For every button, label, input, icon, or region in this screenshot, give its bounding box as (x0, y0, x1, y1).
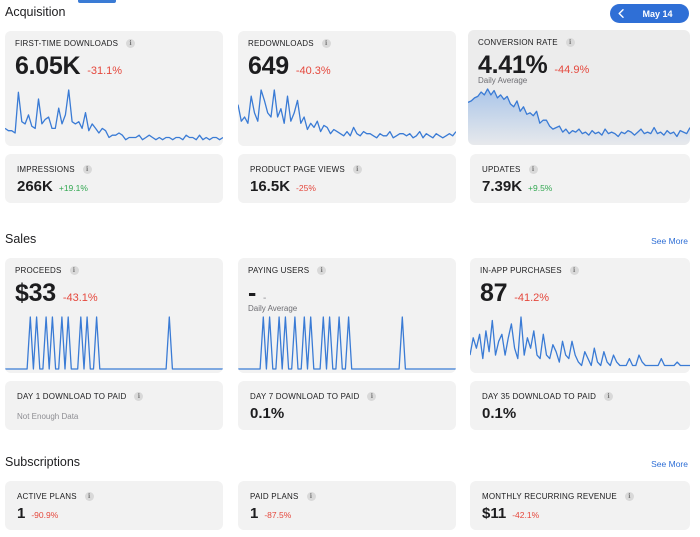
sparkline-line (5, 89, 223, 141)
proceeds-card[interactable]: PROCEEDS i $33 -43.1% (5, 258, 223, 373)
metric-value: 1 (17, 505, 26, 522)
mrr-card[interactable]: MONTHLY RECURRING REVENUE i $11 -42.1% (470, 481, 690, 530)
info-icon[interactable]: i (82, 165, 92, 174)
day35-download-to-paid-card[interactable]: DAY 35 DOWNLOAD TO PAID i 0.1% (470, 381, 690, 430)
sparkline-line (238, 89, 456, 139)
impressions-card[interactable]: IMPRESSIONS i 266K +19.1% (5, 154, 223, 203)
card-label: MONTHLY RECURRING REVENUE (482, 492, 617, 501)
card-label: UPDATES (482, 165, 521, 174)
metric-delta: - (263, 293, 267, 304)
section-title-sales: Sales (5, 232, 37, 246)
metric-value: 16.5K (250, 178, 291, 195)
in-app-purchases-sparkline (470, 316, 690, 367)
conversion-rate-card[interactable]: CONVERSION RATE i 4.41% -44.9% Daily Avera… (468, 30, 690, 145)
card-label: FIRST-TIME DOWNLOADS (15, 39, 119, 48)
paying-users-sparkline (238, 316, 456, 370)
card-label: DAY 7 DOWNLOAD TO PAID (250, 392, 360, 401)
conversion-rate-sparkline (468, 88, 690, 145)
info-icon[interactable]: i (69, 266, 79, 275)
info-icon[interactable]: i (352, 165, 362, 174)
info-icon[interactable]: i (624, 492, 634, 501)
info-icon[interactable]: i (84, 492, 94, 501)
card-label: CONVERSION RATE (478, 38, 558, 47)
metric-value: 6.05K (15, 52, 81, 80)
sales-see-more-link[interactable]: See More (651, 236, 688, 246)
metric-value: 4.41% (478, 51, 548, 79)
chevron-left-icon[interactable] (610, 9, 632, 18)
card-label: ACTIVE PLANS (17, 492, 77, 501)
first-time-downloads-sparkline (5, 89, 223, 141)
metric-delta: -43.1% (62, 292, 98, 304)
product-page-views-card[interactable]: PRODUCT PAGE VIEWS i 16.5K -25% (238, 154, 456, 203)
sparkline-area (468, 89, 690, 145)
sparkline-line (5, 316, 223, 370)
card-label: DAY 1 DOWNLOAD TO PAID (17, 392, 127, 401)
card-label: IMPRESSIONS (17, 165, 75, 174)
metric-delta: -44.9% (554, 64, 590, 76)
date-label: May 14 (642, 8, 673, 19)
info-icon[interactable]: i (604, 392, 614, 401)
card-label: REDOWNLOADS (248, 39, 314, 48)
info-icon[interactable]: i (569, 266, 579, 275)
redownloads-sparkline (238, 89, 456, 139)
info-icon[interactable]: i (317, 266, 327, 275)
updates-card[interactable]: UPDATES i 7.39K +9.5% (470, 154, 690, 203)
metric-value: 1 (250, 505, 259, 522)
first-time-downloads-card[interactable]: FIRST-TIME DOWNLOADS i 6.05K -31.1% (5, 31, 223, 146)
card-label: DAY 35 DOWNLOAD TO PAID (482, 392, 597, 401)
day7-download-to-paid-card[interactable]: DAY 7 DOWNLOAD TO PAID i 0.1% (238, 381, 456, 430)
proceeds-sparkline (5, 316, 223, 370)
metric-value: $11 (482, 505, 507, 522)
metric-value: $33 (15, 279, 56, 307)
active-plans-card[interactable]: ACTIVE PLANS i 1 -90.9% (5, 481, 223, 530)
metric-value: 649 (248, 52, 289, 80)
info-icon[interactable]: i (134, 392, 144, 401)
sparkline-line (468, 88, 690, 138)
in-app-purchases-card[interactable]: IN-APP PURCHASES i 87 -41.2% (470, 258, 690, 373)
sparkline-line (470, 316, 690, 367)
card-label: PAID PLANS (250, 492, 299, 501)
metric-delta: -40.3% (295, 65, 331, 77)
info-icon[interactable]: i (565, 38, 575, 47)
metric-value: 0.1% (250, 405, 285, 422)
metric-value: 266K (17, 178, 53, 195)
redownloads-card[interactable]: REDOWNLOADS i 649 -40.3% (238, 31, 456, 146)
card-label: IN-APP PURCHASES (480, 266, 562, 275)
metric-delta: +9.5% (528, 183, 553, 193)
info-icon[interactable]: i (528, 165, 538, 174)
date-picker[interactable]: May 14 (610, 4, 689, 23)
metric-delta: -31.1% (87, 65, 123, 77)
metric-value: - (248, 279, 257, 307)
info-icon[interactable]: i (306, 492, 316, 501)
paid-plans-card[interactable]: PAID PLANS i 1 -87.5% (238, 481, 456, 530)
metric-delta: -25% (296, 183, 316, 193)
day1-download-to-paid-card[interactable]: DAY 1 DOWNLOAD TO PAID i Not Enough Data (5, 381, 223, 430)
metric-delta: +19.1% (58, 183, 88, 193)
section-title-subscriptions: Subscriptions (5, 455, 81, 469)
metric-delta: -42.1% (512, 510, 540, 520)
metric-subtitle: Daily Average (478, 76, 528, 85)
metric-value: 7.39K (482, 178, 523, 195)
card-label: PAYING USERS (248, 266, 310, 275)
info-icon[interactable]: i (367, 392, 377, 401)
metric-delta: -87.5% (264, 510, 292, 520)
info-icon[interactable]: i (126, 39, 136, 48)
metric-value: 0.1% (482, 405, 517, 422)
paying-users-card[interactable]: PAYING USERS i -- Daily Average (238, 258, 456, 373)
not-enough-data-note: Not Enough Data (17, 412, 79, 421)
card-label: PROCEEDS (15, 266, 62, 275)
subscriptions-see-more-link[interactable]: See More (651, 459, 688, 469)
metric-value: 87 (480, 279, 508, 307)
metric-delta: -41.2% (514, 292, 550, 304)
info-icon[interactable]: i (321, 39, 331, 48)
metric-delta: -90.9% (31, 510, 59, 520)
metric-subtitle: Daily Average (248, 304, 298, 313)
card-label: PRODUCT PAGE VIEWS (250, 165, 345, 174)
active-tab-indicator (78, 0, 116, 3)
section-title-acquisition: Acquisition (5, 5, 66, 19)
sparkline-line (238, 316, 456, 370)
